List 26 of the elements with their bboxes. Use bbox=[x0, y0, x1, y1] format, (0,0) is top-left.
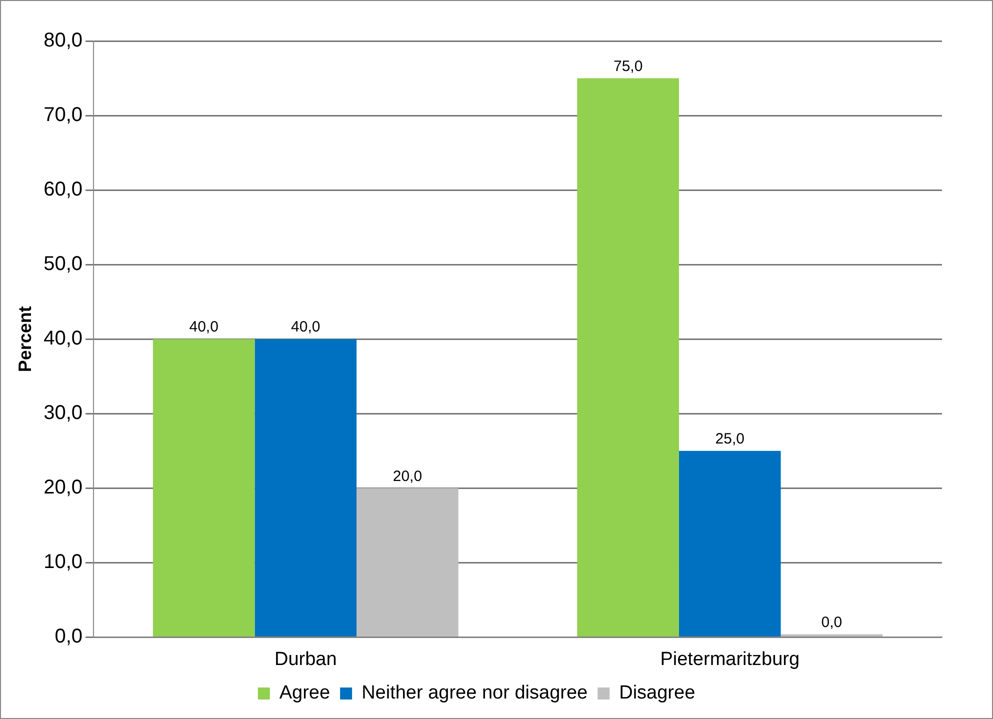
bar bbox=[577, 78, 679, 636]
y-tick-label: 30,0 bbox=[44, 402, 83, 424]
y-tick-label: 10,0 bbox=[44, 551, 83, 574]
legend-label: Neither agree nor disagree bbox=[362, 682, 588, 704]
y-tick-label: 40,0 bbox=[44, 328, 83, 350]
bar bbox=[152, 339, 255, 636]
data-label: 25,0 bbox=[715, 430, 744, 448]
data-label: 40,0 bbox=[291, 318, 320, 336]
data-label: 20,0 bbox=[392, 468, 422, 485]
y-tick-label: 60,0 bbox=[44, 178, 83, 201]
y-tick-label: 0,0 bbox=[54, 626, 83, 648]
y-axis-title: Percent bbox=[14, 306, 35, 372]
bar bbox=[356, 488, 458, 636]
x-tick-label: Pietermaritzburg bbox=[660, 648, 800, 670]
bar bbox=[678, 450, 781, 636]
x-tick-label: Durban bbox=[274, 648, 337, 670]
legend-label: Disagree bbox=[619, 682, 696, 704]
data-label: 0,0 bbox=[821, 614, 842, 631]
legend-label: Agree bbox=[279, 682, 330, 704]
data-label: 75,0 bbox=[613, 58, 643, 75]
y-tick-label: 20,0 bbox=[44, 476, 83, 499]
data-label: 40,0 bbox=[189, 318, 218, 336]
y-tick-label: 50,0 bbox=[44, 253, 83, 276]
y-tick-label: 70,0 bbox=[44, 104, 83, 126]
bar bbox=[254, 339, 357, 636]
y-tick-label: 80,0 bbox=[44, 30, 83, 52]
